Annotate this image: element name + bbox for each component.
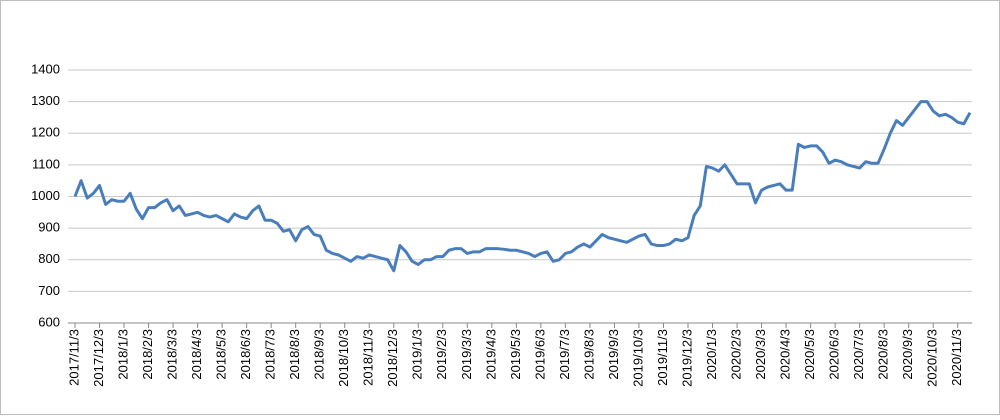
x-tick-label: 2017/11/3 [66, 329, 81, 386]
x-tick-label: 2018/7/3 [263, 329, 278, 380]
x-tick-label: 2020/9/3 [900, 329, 915, 380]
x-tick-label: 2020/2/3 [728, 329, 743, 380]
series-line [73, 100, 972, 273]
y-tick-label: 900 [38, 220, 60, 235]
x-tick-label: 2019/6/3 [532, 329, 547, 380]
y-tick-label: 700 [38, 283, 60, 298]
x-tick-label: 2018/2/3 [140, 329, 155, 380]
x-tick-label: 2018/9/3 [312, 329, 327, 380]
x-tick-label: 2018/6/3 [238, 329, 253, 380]
x-tick-label: 2019/7/3 [557, 329, 572, 380]
y-tick-label: 600 [38, 314, 60, 329]
x-tick-label: 2019/2/3 [434, 329, 449, 380]
x-tick-label: 2018/3/3 [165, 329, 180, 380]
y-tick-label: 1200 [31, 125, 60, 140]
x-tick-label: 2019/8/3 [581, 329, 596, 380]
x-tick-label: 2019/10/3 [630, 329, 645, 387]
x-tick-label: 2018/11/3 [361, 329, 376, 386]
x-tick-label: 2019/1/3 [410, 329, 425, 380]
x-tick-label: 2019/3/3 [459, 329, 474, 380]
x-tick-label: 2020/8/3 [876, 329, 891, 380]
x-tick-label: 2020/1/3 [704, 329, 719, 380]
x-tick-label: 2018/10/3 [336, 329, 351, 387]
x-tick-label: 2020/11/3 [949, 329, 964, 386]
x-tick-label: 2019/12/3 [679, 329, 694, 387]
x-tick-label: 2020/4/3 [778, 329, 793, 380]
y-tick-label: 800 [38, 251, 60, 266]
x-tick-label: 2020/10/3 [925, 329, 940, 387]
y-tick-label: 1100 [32, 156, 60, 171]
x-tick-label: 2020/7/3 [851, 329, 866, 380]
x-tick-label: 2018/12/3 [385, 329, 400, 387]
x-tick-label: 2017/12/3 [91, 329, 106, 387]
x-tick-label: 2018/5/3 [214, 329, 229, 380]
x-tick-label: 2019/9/3 [606, 329, 621, 380]
y-tick-label: 1400 [31, 61, 60, 76]
x-tick-label: 2019/5/3 [508, 329, 523, 380]
x-tick-label: 2019/4/3 [483, 329, 498, 380]
x-tick-label: 2020/5/3 [802, 329, 817, 380]
x-tick-label: 2018/8/3 [287, 329, 302, 380]
x-tick-label: 2020/6/3 [827, 329, 842, 380]
x-tick-label: 2018/1/3 [115, 329, 130, 380]
y-tick-label: 1000 [31, 188, 60, 203]
x-tick-label: 2019/11/3 [655, 329, 670, 386]
x-tick-label: 2020/3/3 [753, 329, 768, 380]
y-tick-label: 1300 [31, 93, 60, 108]
x-tick-label: 2018/4/3 [189, 329, 204, 380]
